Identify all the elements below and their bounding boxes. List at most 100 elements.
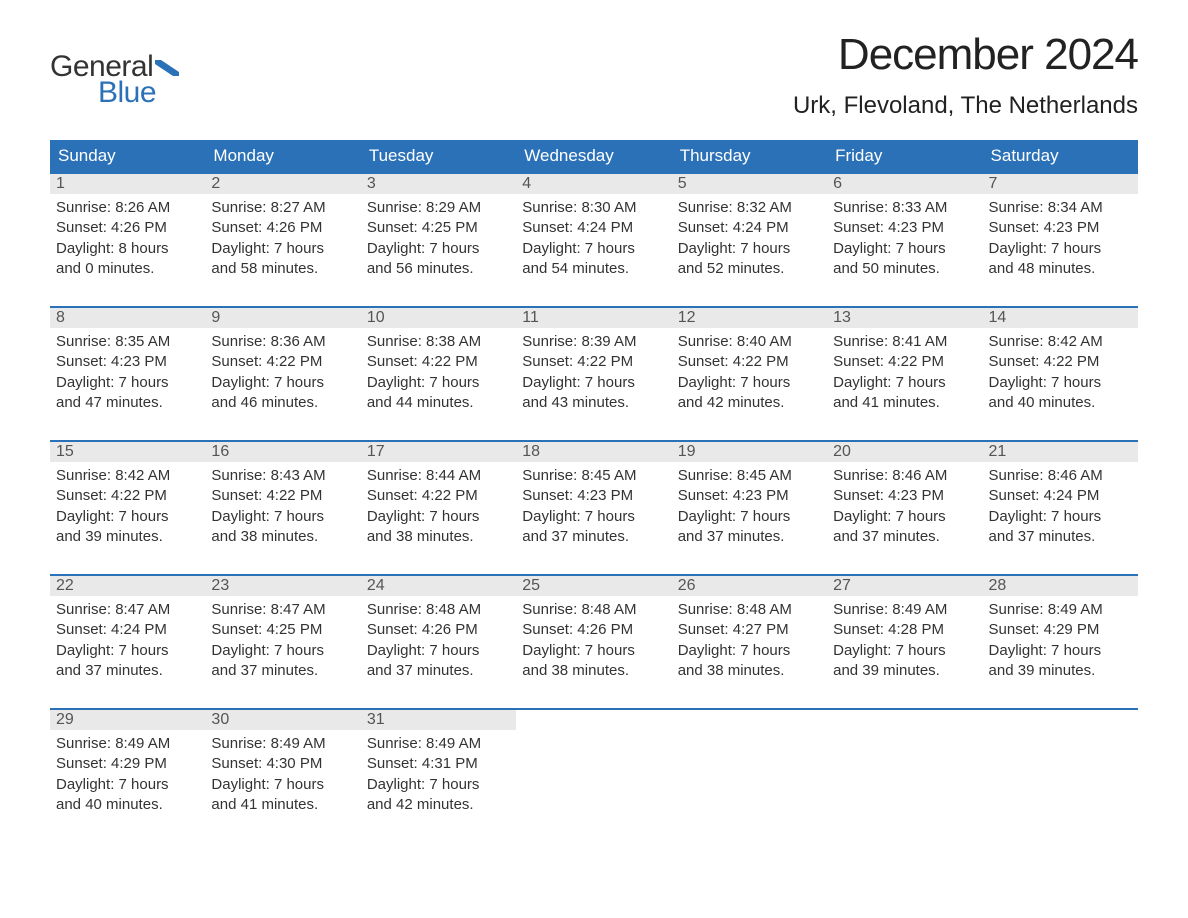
page-header: General Blue December 2024 Urk, Flevolan… [50, 30, 1138, 120]
day-sunrise: Sunrise: 8:36 AM [211, 332, 354, 352]
day-sunrise: Sunrise: 8:49 AM [56, 734, 199, 754]
day-body: Sunrise: 8:44 AMSunset: 4:22 PMDaylight:… [361, 462, 516, 551]
day-dl1: Daylight: 7 hours [367, 239, 510, 259]
day-body: Sunrise: 8:47 AMSunset: 4:24 PMDaylight:… [50, 596, 205, 685]
day-sunset: Sunset: 4:30 PM [211, 754, 354, 774]
day-sunrise: Sunrise: 8:48 AM [678, 600, 821, 620]
day-number: 19 [672, 442, 827, 462]
day-dl1: Daylight: 8 hours [56, 239, 199, 259]
day-cell: 6Sunrise: 8:33 AMSunset: 4:23 PMDaylight… [827, 174, 982, 306]
day-dl1: Daylight: 7 hours [989, 373, 1132, 393]
day-number: 31 [361, 710, 516, 730]
day-number: 27 [827, 576, 982, 596]
month-title: December 2024 [793, 30, 1138, 80]
day-sunset: Sunset: 4:22 PM [678, 352, 821, 372]
day-sunset: Sunset: 4:22 PM [211, 352, 354, 372]
day-cell: 27Sunrise: 8:49 AMSunset: 4:28 PMDayligh… [827, 576, 982, 708]
day-dl2: and 56 minutes. [367, 259, 510, 279]
brand-logo: General Blue [50, 50, 179, 110]
day-dl2: and 38 minutes. [522, 661, 665, 681]
day-cell: 11Sunrise: 8:39 AMSunset: 4:22 PMDayligh… [516, 308, 671, 440]
title-block: December 2024 Urk, Flevoland, The Nether… [793, 30, 1138, 120]
day-dl1: Daylight: 7 hours [833, 641, 976, 661]
day-cell: 26Sunrise: 8:48 AMSunset: 4:27 PMDayligh… [672, 576, 827, 708]
day-cell: 17Sunrise: 8:44 AMSunset: 4:22 PMDayligh… [361, 442, 516, 574]
day-number: 17 [361, 442, 516, 462]
day-sunrise: Sunrise: 8:34 AM [989, 198, 1132, 218]
day-dl1: Daylight: 7 hours [367, 641, 510, 661]
day-sunrise: Sunrise: 8:26 AM [56, 198, 199, 218]
day-sunset: Sunset: 4:26 PM [56, 218, 199, 238]
week-row: 15Sunrise: 8:42 AMSunset: 4:22 PMDayligh… [50, 440, 1138, 574]
day-body: Sunrise: 8:46 AMSunset: 4:23 PMDaylight:… [827, 462, 982, 551]
day-dl1: Daylight: 7 hours [678, 507, 821, 527]
day-cell: 14Sunrise: 8:42 AMSunset: 4:22 PMDayligh… [983, 308, 1138, 440]
day-dl2: and 54 minutes. [522, 259, 665, 279]
day-dl2: and 48 minutes. [989, 259, 1132, 279]
day-dl1: Daylight: 7 hours [833, 507, 976, 527]
day-dl1: Daylight: 7 hours [56, 373, 199, 393]
day-number: 13 [827, 308, 982, 328]
day-dl2: and 37 minutes. [989, 527, 1132, 547]
day-cell: 28Sunrise: 8:49 AMSunset: 4:29 PMDayligh… [983, 576, 1138, 708]
day-cell: 23Sunrise: 8:47 AMSunset: 4:25 PMDayligh… [205, 576, 360, 708]
day-body: Sunrise: 8:43 AMSunset: 4:22 PMDaylight:… [205, 462, 360, 551]
day-number: 11 [516, 308, 671, 328]
day-cell: 1Sunrise: 8:26 AMSunset: 4:26 PMDaylight… [50, 174, 205, 306]
day-header-row: SundayMondayTuesdayWednesdayThursdayFrid… [50, 140, 1138, 172]
day-body: Sunrise: 8:33 AMSunset: 4:23 PMDaylight:… [827, 194, 982, 283]
day-cell: . [983, 710, 1138, 842]
day-cell: 2Sunrise: 8:27 AMSunset: 4:26 PMDaylight… [205, 174, 360, 306]
day-header: Wednesday [516, 140, 671, 172]
day-body: Sunrise: 8:49 AMSunset: 4:30 PMDaylight:… [205, 730, 360, 819]
day-sunrise: Sunrise: 8:42 AM [989, 332, 1132, 352]
day-sunset: Sunset: 4:22 PM [989, 352, 1132, 372]
day-sunset: Sunset: 4:24 PM [989, 486, 1132, 506]
day-sunset: Sunset: 4:22 PM [367, 352, 510, 372]
day-body: Sunrise: 8:47 AMSunset: 4:25 PMDaylight:… [205, 596, 360, 685]
day-dl2: and 42 minutes. [367, 795, 510, 815]
day-sunset: Sunset: 4:22 PM [56, 486, 199, 506]
day-body: Sunrise: 8:42 AMSunset: 4:22 PMDaylight:… [50, 462, 205, 551]
day-cell: . [827, 710, 982, 842]
day-cell: 5Sunrise: 8:32 AMSunset: 4:24 PMDaylight… [672, 174, 827, 306]
day-number: 26 [672, 576, 827, 596]
day-header: Tuesday [361, 140, 516, 172]
day-sunset: Sunset: 4:25 PM [367, 218, 510, 238]
day-cell: 3Sunrise: 8:29 AMSunset: 4:25 PMDaylight… [361, 174, 516, 306]
day-sunset: Sunset: 4:29 PM [989, 620, 1132, 640]
day-body: Sunrise: 8:30 AMSunset: 4:24 PMDaylight:… [516, 194, 671, 283]
day-cell: 7Sunrise: 8:34 AMSunset: 4:23 PMDaylight… [983, 174, 1138, 306]
week-row: 8Sunrise: 8:35 AMSunset: 4:23 PMDaylight… [50, 306, 1138, 440]
day-cell: 21Sunrise: 8:46 AMSunset: 4:24 PMDayligh… [983, 442, 1138, 574]
day-dl1: Daylight: 7 hours [522, 507, 665, 527]
day-dl2: and 46 minutes. [211, 393, 354, 413]
day-sunset: Sunset: 4:29 PM [56, 754, 199, 774]
location-text: Urk, Flevoland, The Netherlands [793, 92, 1138, 120]
day-cell: 24Sunrise: 8:48 AMSunset: 4:26 PMDayligh… [361, 576, 516, 708]
day-dl1: Daylight: 7 hours [56, 641, 199, 661]
day-dl2: and 38 minutes. [678, 661, 821, 681]
day-dl1: Daylight: 7 hours [211, 775, 354, 795]
day-dl2: and 38 minutes. [367, 527, 510, 547]
day-sunrise: Sunrise: 8:49 AM [833, 600, 976, 620]
day-cell: 19Sunrise: 8:45 AMSunset: 4:23 PMDayligh… [672, 442, 827, 574]
day-dl1: Daylight: 7 hours [678, 239, 821, 259]
day-number: 5 [672, 174, 827, 194]
day-dl2: and 42 minutes. [678, 393, 821, 413]
day-body: Sunrise: 8:45 AMSunset: 4:23 PMDaylight:… [672, 462, 827, 551]
day-dl2: and 37 minutes. [522, 527, 665, 547]
day-sunrise: Sunrise: 8:30 AM [522, 198, 665, 218]
day-body: Sunrise: 8:38 AMSunset: 4:22 PMDaylight:… [361, 328, 516, 417]
day-body: Sunrise: 8:48 AMSunset: 4:26 PMDaylight:… [361, 596, 516, 685]
day-header: Sunday [50, 140, 205, 172]
day-cell: 10Sunrise: 8:38 AMSunset: 4:22 PMDayligh… [361, 308, 516, 440]
day-dl1: Daylight: 7 hours [989, 641, 1132, 661]
day-sunset: Sunset: 4:24 PM [56, 620, 199, 640]
day-dl2: and 40 minutes. [989, 393, 1132, 413]
day-cell: 31Sunrise: 8:49 AMSunset: 4:31 PMDayligh… [361, 710, 516, 842]
day-cell: 18Sunrise: 8:45 AMSunset: 4:23 PMDayligh… [516, 442, 671, 574]
day-dl1: Daylight: 7 hours [989, 507, 1132, 527]
day-cell: 9Sunrise: 8:36 AMSunset: 4:22 PMDaylight… [205, 308, 360, 440]
day-sunset: Sunset: 4:22 PM [833, 352, 976, 372]
